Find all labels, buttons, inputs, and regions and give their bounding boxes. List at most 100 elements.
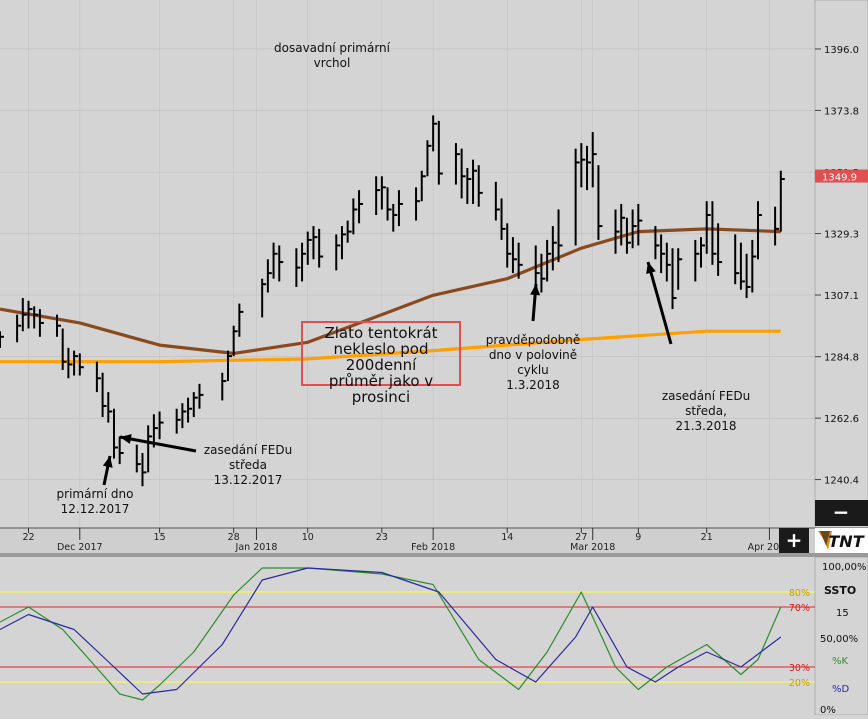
price-bar (346, 220, 352, 243)
arrow-shaft (119, 435, 197, 453)
price-bar (774, 206, 780, 246)
ma-line-200d (0, 329, 781, 364)
price-bar (506, 223, 512, 268)
osc-period: 15 (836, 608, 849, 619)
osc-d-label: %D (832, 684, 850, 695)
price-bar (335, 234, 341, 271)
price-bar (717, 223, 723, 276)
price-bar (574, 148, 580, 246)
price-bar (586, 145, 592, 191)
osc-level-label: 80% (789, 588, 810, 599)
price-bar (118, 436, 124, 465)
price-bar (301, 242, 307, 282)
price-bar (477, 165, 483, 207)
ssto-axis: 100,00% SSTO 15 50,00% %K %D 0% (820, 562, 867, 716)
arrow-head (102, 456, 113, 468)
price-bar (27, 300, 33, 329)
price-bar (101, 372, 107, 418)
price-bar (454, 143, 460, 185)
pane-separator[interactable] (0, 553, 868, 557)
price-bar (591, 132, 597, 188)
price-bar (16, 314, 22, 343)
osc-y-label-top: 100,00% (822, 562, 867, 573)
zoom-out-button[interactable] (815, 500, 868, 526)
x-tick-label: 28 (228, 532, 240, 543)
price-bar (557, 209, 563, 263)
price-bar (392, 203, 398, 232)
price-bar (472, 159, 478, 204)
price-bar (158, 411, 164, 440)
price-bar (380, 176, 386, 210)
y-tick-label: 1284.8 (824, 353, 859, 364)
price-bar (295, 248, 301, 287)
y-tick-label: 1373.8 (824, 106, 859, 117)
price-bar (671, 248, 677, 310)
arrow-head (530, 284, 541, 296)
osc-k-label: %K (832, 656, 849, 667)
price-bar (78, 353, 84, 376)
arrow-primary-bottom (102, 455, 113, 486)
last-price-marker: 1349.9 (815, 169, 868, 184)
price-bar (739, 242, 745, 290)
arrow-fed-mar (646, 261, 673, 345)
x-tick-label: 14 (501, 532, 513, 543)
zoom-out-label: − (833, 500, 850, 524)
annotation-fed-dec: zasedání FEDu středa 13.12.2017 (204, 443, 292, 487)
price-bar (175, 408, 181, 434)
osc-level-label: 30% (789, 663, 810, 674)
price-bar (95, 361, 101, 393)
logo-stripe-icon (820, 531, 830, 546)
zoom-in-label: + (786, 528, 803, 552)
price-bar (625, 217, 631, 254)
zoom-in-button[interactable] (779, 528, 809, 553)
price-bar (232, 325, 238, 357)
price-bar (432, 115, 438, 152)
arrow-head (120, 434, 132, 444)
osc-level-label: 20% (789, 678, 810, 689)
y-tick-label: 1307.1 (824, 291, 859, 302)
price-bar (546, 239, 552, 282)
x-tick-label: 9 (635, 532, 641, 543)
price-bar (55, 314, 61, 337)
x-tick-label: 15 (154, 532, 166, 543)
price-bar (734, 234, 740, 285)
arrow-head (646, 262, 656, 274)
price-bar (551, 226, 557, 271)
osc-level-label: 70% (789, 603, 810, 614)
price-axis-panel (814, 0, 868, 529)
price-bar (306, 231, 312, 265)
price-bar (700, 237, 706, 268)
price-bar (614, 209, 620, 254)
price-bar (112, 408, 118, 459)
price-bar (745, 253, 751, 299)
annotation-fed-mar: zasedání FEDu středa, 21.3.2018 (662, 389, 750, 433)
date-axis-panel (0, 528, 815, 553)
price-bar (426, 140, 432, 177)
price-bar (517, 242, 523, 279)
price-bar (660, 234, 666, 274)
price-bar (21, 298, 27, 332)
price-bar (358, 190, 364, 224)
osc-name: SSTO (824, 584, 856, 597)
x-tick-label: 22 (22, 532, 34, 543)
price-bar (67, 347, 73, 379)
price-bar (135, 444, 141, 473)
annotation-peak: dosavadní primární vrchol (274, 41, 391, 70)
price-bar (375, 176, 381, 216)
price-bar (779, 170, 785, 232)
price-bar (420, 170, 426, 202)
price-bar (757, 201, 763, 260)
price-bar (187, 397, 193, 423)
price-bar (352, 198, 358, 235)
x-tick-label: 23 (376, 532, 388, 543)
annotations: dosavadní primární vrchol primární dno 12.1… (57, 41, 751, 516)
arrow-shaft (646, 261, 673, 345)
price-bar (272, 242, 278, 279)
note-box-text: Zlato tentokrát nekleslo pod 200denní průmě… (324, 324, 437, 406)
price-bars (0, 115, 785, 487)
moving-averages (0, 227, 781, 364)
osc-line-pct-K (0, 567, 782, 701)
price-bar (238, 303, 244, 337)
